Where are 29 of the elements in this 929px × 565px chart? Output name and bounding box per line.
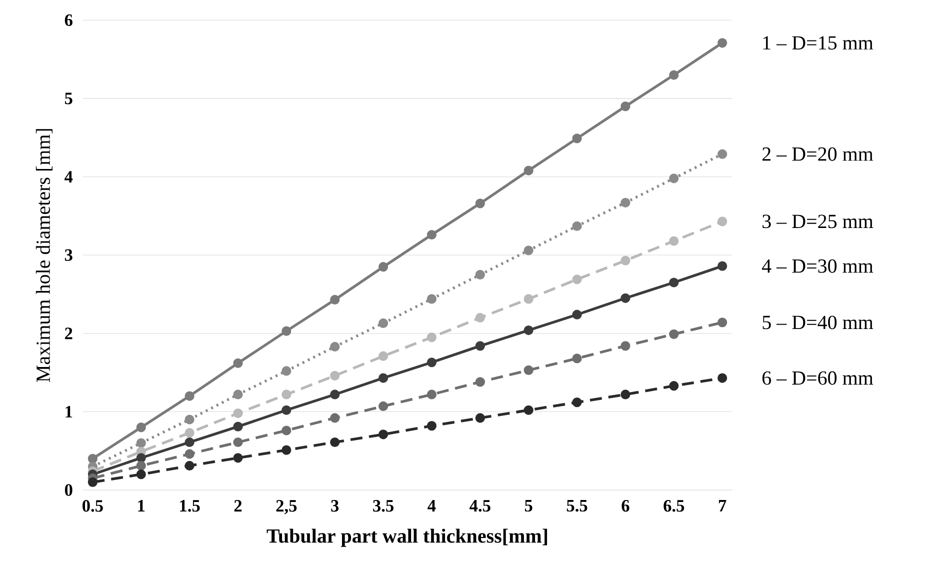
x-tick-label: 4 — [428, 500, 436, 512]
x-tick-label: 3 — [331, 500, 339, 512]
y-tick-label: 0 — [64, 484, 72, 496]
x-tick-label: 3.5 — [373, 500, 394, 512]
y-tick-label: 6 — [64, 14, 72, 26]
series-label: 3 – D=25 mm — [762, 214, 874, 228]
series-label: 1 – D=15 mm — [763, 36, 874, 50]
x-axis-title: Tubular part wall thickness[mm] — [266, 528, 548, 547]
y-tick-label: 5 — [64, 92, 72, 104]
x-tick-label: 5 — [524, 500, 532, 512]
y-tick-label: 1 — [66, 406, 72, 418]
x-tick-label: 4.5 — [470, 500, 490, 512]
series-label: 2 – D=20 mm — [762, 147, 874, 161]
x-tick-label: 7 — [718, 500, 726, 512]
series-label: 6 – D=60 mm — [762, 371, 874, 385]
x-tick-label: 6.5 — [664, 500, 684, 512]
series-label: 5 – D=40 mm — [762, 316, 874, 330]
x-tick-label: 1 — [138, 500, 145, 512]
x-tick-label: 0.5 — [82, 500, 103, 512]
y-axis-title: Maximum hole diameters [mm] — [36, 129, 52, 382]
x-tick-label: 5.5 — [566, 500, 588, 512]
x-tick-label: 2 — [234, 500, 242, 512]
y-tick-label: 4 — [64, 171, 73, 183]
y-tick-label: 2 — [65, 328, 72, 340]
x-tick-label: 1.5 — [180, 500, 200, 512]
series-label: 4 – D=30 mm — [762, 259, 874, 273]
x-tick-label: 2,5 — [276, 500, 297, 514]
y-tick-label: 3 — [64, 249, 72, 261]
x-tick-label: 6 — [622, 500, 630, 512]
